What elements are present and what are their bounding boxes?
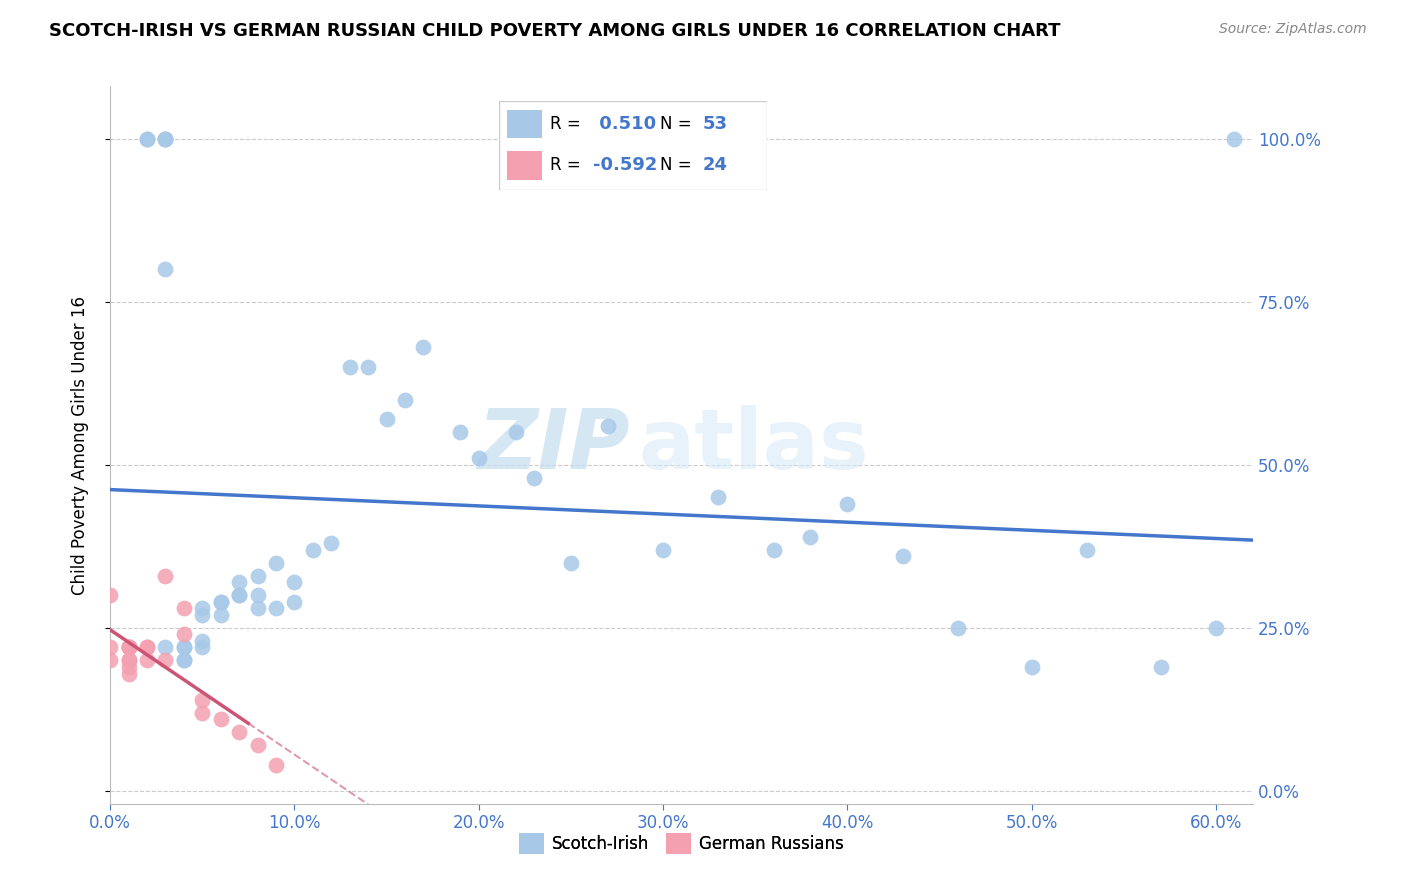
Point: [652, 542, 675, 557]
Point: [762, 542, 785, 557]
Point: [596, 418, 619, 433]
Point: [155, 262, 177, 277]
Point: [246, 601, 269, 615]
Point: [375, 412, 398, 426]
Text: ZIP: ZIP: [478, 405, 630, 485]
Point: [228, 588, 250, 602]
Point: [707, 491, 730, 505]
Point: [228, 575, 250, 590]
Text: SCOTCH-IRISH VS GERMAN RUSSIAN CHILD POVERTY AMONG GIRLS UNDER 16 CORRELATION CH: SCOTCH-IRISH VS GERMAN RUSSIAN CHILD POV…: [49, 22, 1060, 40]
Point: [209, 607, 232, 622]
Point: [191, 607, 214, 622]
Point: [191, 633, 214, 648]
Point: [246, 739, 269, 753]
Point: [283, 595, 305, 609]
Point: [173, 653, 195, 667]
Y-axis label: Child Poverty Among Girls Under 16: Child Poverty Among Girls Under 16: [72, 295, 89, 595]
Point: [191, 706, 214, 720]
Point: [155, 131, 177, 145]
Point: [264, 601, 287, 615]
Point: [98, 588, 121, 602]
Point: [1223, 131, 1246, 145]
Point: [117, 653, 139, 667]
Point: [173, 640, 195, 655]
Point: [1205, 621, 1227, 635]
Point: [117, 640, 139, 655]
Point: [264, 757, 287, 772]
Point: [1150, 660, 1173, 674]
Point: [136, 131, 159, 145]
Point: [173, 640, 195, 655]
Point: [321, 536, 343, 550]
Point: [117, 653, 139, 667]
Point: [98, 653, 121, 667]
Point: [191, 640, 214, 655]
Point: [191, 692, 214, 706]
Point: [1021, 660, 1043, 674]
Point: [136, 640, 159, 655]
Point: [191, 601, 214, 615]
Legend: Scotch-Irish, German Russians: Scotch-Irish, German Russians: [512, 827, 851, 860]
Point: [228, 725, 250, 739]
Point: [209, 595, 232, 609]
Point: [560, 556, 582, 570]
Point: [412, 340, 434, 354]
Point: [837, 497, 859, 511]
Point: [117, 660, 139, 674]
Point: [117, 640, 139, 655]
Point: [357, 359, 380, 374]
Text: atlas: atlas: [638, 405, 869, 485]
Point: [523, 471, 546, 485]
Point: [117, 666, 139, 681]
Point: [155, 131, 177, 145]
Point: [246, 568, 269, 582]
Point: [467, 451, 489, 466]
Point: [155, 640, 177, 655]
Point: [891, 549, 914, 563]
Point: [209, 595, 232, 609]
Point: [264, 556, 287, 570]
Point: [136, 653, 159, 667]
Point: [173, 601, 195, 615]
Point: [136, 131, 159, 145]
Point: [505, 425, 527, 439]
Point: [339, 359, 361, 374]
Point: [155, 568, 177, 582]
Point: [228, 588, 250, 602]
Point: [449, 425, 471, 439]
Point: [117, 640, 139, 655]
Point: [246, 588, 269, 602]
Point: [209, 712, 232, 726]
Point: [155, 653, 177, 667]
Point: [155, 131, 177, 145]
Text: Source: ZipAtlas.com: Source: ZipAtlas.com: [1219, 22, 1367, 37]
Point: [1076, 542, 1098, 557]
Point: [117, 640, 139, 655]
Point: [136, 640, 159, 655]
Point: [98, 640, 121, 655]
Point: [799, 529, 821, 543]
Point: [173, 627, 195, 641]
Point: [394, 392, 416, 407]
Point: [283, 575, 305, 590]
Point: [173, 653, 195, 667]
Point: [946, 621, 969, 635]
Point: [301, 542, 323, 557]
